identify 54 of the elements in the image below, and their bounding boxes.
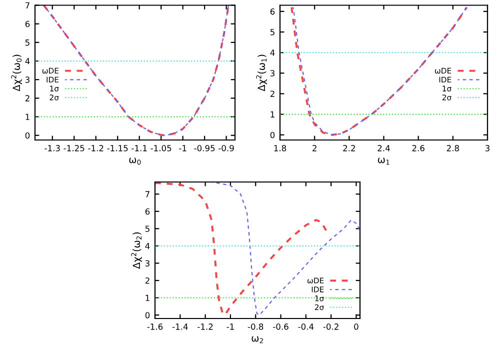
x-tick-label: -0.9 bbox=[218, 145, 234, 152]
y-tick-label: 3 bbox=[25, 76, 30, 83]
x-tick-label: -1.4 bbox=[172, 324, 188, 330]
x-tick-label: -1.2 bbox=[88, 145, 104, 152]
x-axis-title: ω$_{2}$ bbox=[252, 336, 263, 344]
y-tick-label: 0 bbox=[270, 132, 275, 138]
y-tick-label: 1 bbox=[146, 294, 150, 301]
x-tick-label: 0 bbox=[354, 324, 358, 330]
y-tick-label: 0 bbox=[145, 312, 150, 318]
y-tick-label: 0 bbox=[25, 132, 30, 139]
x-axis-title: ω$_{0}$ bbox=[129, 158, 141, 165]
x-tick-label: -1.25 bbox=[64, 145, 84, 152]
x-tick-label: 2.6 bbox=[412, 145, 424, 152]
y-axis-title: Δχ$^{2}$(ω$_{2}$) bbox=[131, 232, 142, 269]
x-tick-label: -0.6 bbox=[273, 324, 288, 330]
x-tick-label: -0.95 bbox=[194, 145, 215, 152]
x-tick-label: 2 bbox=[312, 145, 316, 152]
y-tick-label: 6 bbox=[145, 208, 150, 215]
x-tick-label: -1.6 bbox=[147, 324, 163, 330]
x-tick-label: -0.2 bbox=[323, 324, 338, 330]
y-tick-label: 3 bbox=[145, 260, 150, 266]
y-tick-label: 5 bbox=[25, 40, 30, 46]
y-axis-title: Δχ$^{2}$(ω$_{0}$) bbox=[11, 54, 22, 92]
y-tick-label: 4 bbox=[270, 50, 275, 56]
y-tick-label: 2 bbox=[25, 95, 30, 102]
x-tick-label: -1 bbox=[226, 324, 234, 330]
y-axis-title: Δχ$^{2}$(ω$_{1}$) bbox=[256, 54, 267, 92]
y-tick-label: 1 bbox=[26, 114, 30, 120]
y-tick-label: 7 bbox=[26, 2, 30, 8]
x-tick-label: -1.3 bbox=[44, 145, 60, 152]
x-tick-label: -0.8 bbox=[248, 324, 264, 330]
y-tick-label: 5 bbox=[270, 29, 274, 36]
y-tick-label: 1 bbox=[270, 111, 274, 118]
x-tick-label: -1 bbox=[179, 145, 186, 152]
x-tick-label: 2.2 bbox=[343, 145, 355, 152]
x-tick-label: -1.2 bbox=[198, 324, 213, 330]
y-tick-label: 4 bbox=[25, 58, 30, 64]
x-tick-label: -1.1 bbox=[132, 145, 147, 152]
x-tick-label: -1.05 bbox=[150, 145, 172, 152]
x-tick-label: -0.4 bbox=[298, 324, 314, 330]
x-tick-label: 2.8 bbox=[446, 145, 459, 152]
y-tick-label: 7 bbox=[146, 191, 150, 198]
y-tick-label: 6 bbox=[25, 20, 30, 28]
x-tick-label: -1.15 bbox=[107, 145, 128, 152]
y-tick-label: 2 bbox=[145, 277, 150, 284]
y-tick-label: 2 bbox=[270, 90, 274, 97]
x-tick-label: 1.8 bbox=[274, 145, 286, 152]
y-tick-label: 3 bbox=[270, 70, 274, 76]
x-tick-label: 2.4 bbox=[378, 145, 390, 152]
y-tick-label: 4 bbox=[145, 243, 150, 250]
y-tick-label: 5 bbox=[145, 226, 150, 232]
x-tick-label: 3 bbox=[485, 145, 490, 152]
y-tick-label: 6 bbox=[270, 8, 275, 15]
x-axis-title: ω$_{1}$ bbox=[378, 158, 390, 165]
